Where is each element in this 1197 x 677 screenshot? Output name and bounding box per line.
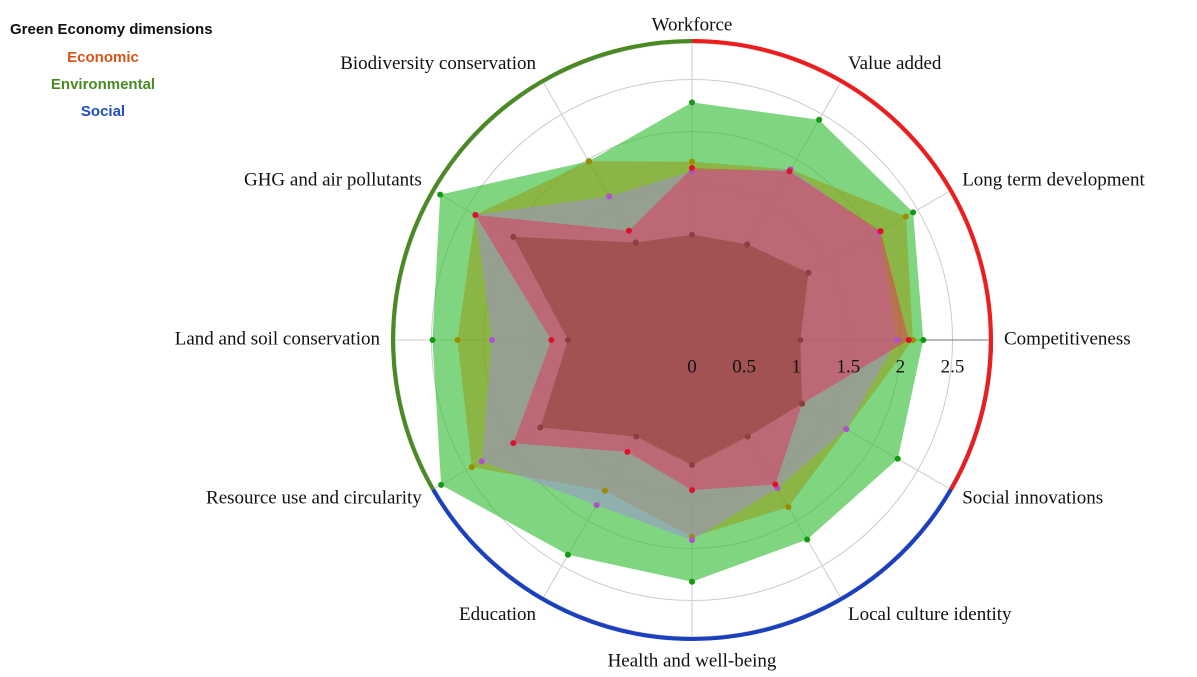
point (548, 337, 555, 343)
point (437, 191, 444, 198)
r-tick-label: 0 (687, 356, 697, 377)
point (843, 426, 850, 433)
point (478, 458, 485, 465)
point (797, 337, 804, 343)
category-label: Value added (848, 53, 942, 74)
category-label: Workforce (652, 14, 733, 35)
point (593, 502, 600, 509)
point (786, 168, 793, 175)
point (894, 455, 901, 462)
point (877, 228, 884, 235)
category-label: Local culture identity (848, 604, 1012, 625)
point (488, 337, 495, 343)
point (909, 337, 916, 343)
point (472, 211, 479, 218)
category-label: Resource use and circularity (206, 487, 422, 508)
category-label: Competitiveness (1004, 328, 1131, 349)
dimension-arc (691, 39, 993, 491)
point (564, 551, 571, 558)
point (902, 213, 909, 220)
point (689, 158, 695, 165)
point (772, 481, 779, 488)
point (625, 227, 632, 234)
point (894, 337, 901, 343)
r-tick-label: 1 (791, 356, 801, 377)
category-label: Long term development (962, 169, 1145, 190)
point (905, 337, 912, 343)
point (468, 464, 475, 471)
category-label: Education (459, 604, 537, 625)
point (744, 433, 751, 440)
point (601, 487, 608, 494)
point (564, 337, 571, 343)
point (689, 487, 695, 494)
legend-item: Economic (67, 49, 139, 66)
point (689, 231, 695, 238)
category-label: GHG and air pollutants (244, 169, 422, 190)
point (910, 209, 917, 216)
r-tick-label: 2 (896, 356, 906, 377)
legend-item: Environmental (51, 76, 155, 93)
legend-item: Social (81, 103, 125, 120)
r-tick-label: 1.5 (836, 356, 860, 377)
point (585, 158, 592, 165)
point (454, 337, 461, 343)
category-label: Land and soil conservation (175, 328, 381, 349)
point (537, 424, 544, 431)
category-label: Health and well-being (608, 650, 777, 671)
point (689, 462, 695, 469)
point (606, 193, 613, 200)
point (689, 578, 695, 585)
point (744, 241, 751, 248)
point (633, 433, 640, 440)
point (920, 337, 927, 343)
point (785, 503, 792, 510)
point (438, 481, 445, 488)
series-area (513, 234, 809, 466)
category-label: Biodiversity conservation (340, 53, 536, 74)
point (510, 440, 517, 447)
point (429, 337, 436, 343)
point (689, 99, 695, 106)
point (816, 116, 823, 123)
dimension-arc (391, 39, 693, 491)
r-tick-label: 2.5 (941, 356, 965, 377)
series-area (475, 168, 909, 491)
point (510, 233, 517, 240)
point (624, 448, 631, 455)
point (632, 239, 639, 246)
category-label: Social innovations (962, 487, 1103, 508)
point (799, 400, 806, 407)
legend-title: Green Economy dimensions (10, 21, 213, 38)
point (805, 269, 812, 276)
point (804, 536, 811, 543)
point (689, 537, 695, 544)
r-tick-label: 0.5 (732, 356, 756, 377)
point (689, 165, 695, 172)
